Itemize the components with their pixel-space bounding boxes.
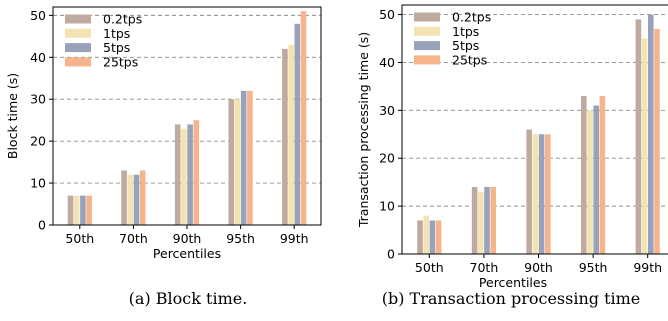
legend-swatch-0_2tps [65,14,91,24]
legend-label-5tps: 5tps [103,40,130,55]
bar-1tps-70th [127,174,134,225]
x-tick-label: 70th [470,260,499,275]
legend-swatch-5tps [414,41,440,51]
bar-5tps-90th [187,124,193,225]
x-tick-label: 50th [65,231,94,246]
plot-frame [52,6,322,226]
bar-25tps-70th [490,186,496,254]
bar-0_2tps-90th [526,129,532,254]
bar-5tps-95th [593,105,599,254]
x-tick-label: 90th [173,231,202,246]
bar-1tps-99th [641,38,648,255]
bar-5tps-50th [429,220,436,254]
bar-25tps-50th [435,220,442,254]
x-tick-label: 95th [226,231,255,246]
y-tick-label: 10 [30,176,46,191]
y-tick-label: 0 [38,218,46,233]
x-tick-label: 99th [633,260,662,275]
x-axis-label: Percentiles [479,275,547,290]
bar-1tps-90th [532,134,539,254]
legend-label-0_2tps: 0.2tps [452,10,491,25]
bar-0_2tps-70th [121,170,127,225]
bar-0_2tps-99th [635,19,642,254]
y-axis-label: Transaction processing time (s) [356,32,371,228]
bar-5tps-95th [240,90,247,225]
y-tick-label: 30 [379,103,395,118]
bar-0_2tps-50th [67,195,74,225]
bar-1tps-90th [181,128,187,225]
legend-label-0_2tps: 0.2tps [103,12,142,27]
bar-1tps-95th [587,110,593,254]
bar-5tps-70th [484,186,490,254]
bar-1tps-70th [478,191,484,254]
legend-swatch-1tps [65,28,91,38]
chart-block-time: 0 10 20 30 40 50 50th 70th 90th 95th 99th Percentil… [5,6,322,308]
legend-swatch-25tps [65,57,91,67]
bar-25tps-95th [599,95,606,254]
x-tick-label: 90th [524,260,553,275]
bar-25tps-50th [86,195,92,225]
y-tick-label: 30 [30,92,46,107]
bar-1tps-50th [423,215,429,254]
x-axis-label: Percentiles [153,246,221,261]
x-tick-label: 70th [119,231,148,246]
x-tick-label: 99th [280,231,309,246]
legend-swatch-0_2tps [414,12,440,22]
legend-swatch-25tps [414,55,440,65]
x-tick-label: 95th [579,260,608,275]
y-tick-label: 50 [30,8,46,23]
bar-0_2tps-50th [417,220,423,254]
bar-5tps-99th [648,14,654,255]
chart-transaction-time: 0 10 20 30 40 50 50th 70th 90th 95th 99th Percentil… [356,4,668,308]
legend-label-1tps: 1tps [103,26,130,41]
bar-0_2tps-99th [282,48,288,225]
bar-0_2tps-95th [581,95,587,254]
legend-swatch-5tps [65,43,91,53]
bar-5tps-99th [294,23,301,226]
y-tick-label: 20 [379,151,395,166]
bar-5tps-50th [80,195,86,225]
y-tick-label: 20 [30,134,46,149]
bar-1tps-99th [288,44,294,225]
legend-swatch-1tps [414,26,440,36]
y-tick-label: 50 [379,7,395,22]
bar-25tps-70th [139,170,146,225]
bar-0_2tps-90th [174,124,181,225]
legend-label-25tps: 25tps [103,54,138,69]
bar-5tps-70th [133,174,140,225]
bar-25tps-99th [654,28,660,255]
y-tick-label: 0 [387,247,395,262]
y-tick-label: 40 [379,55,395,70]
bar-0_2tps-70th [471,186,478,254]
bar-25tps-95th [247,90,253,225]
bar-25tps-90th [545,134,551,254]
y-axis-label: Block time (s) [5,73,20,159]
bar-1tps-50th [73,195,80,225]
y-tick-label: 10 [379,199,395,214]
x-tick-label: 50th [415,260,444,275]
legend-label-1tps: 1tps [452,24,479,39]
legend-label-25tps: 25tps [452,52,487,67]
legend-label-5tps: 5tps [452,38,479,53]
bar-25tps-90th [193,120,200,225]
bar-5tps-90th [538,134,545,254]
bar-1tps-95th [234,99,241,225]
figure-caption: (a) Block time. [129,289,248,308]
bar-0_2tps-95th [228,99,235,225]
y-tick-label: 40 [30,50,46,65]
figure-caption: (b) Transaction processing time [382,289,641,308]
bar-25tps-99th [300,11,307,226]
